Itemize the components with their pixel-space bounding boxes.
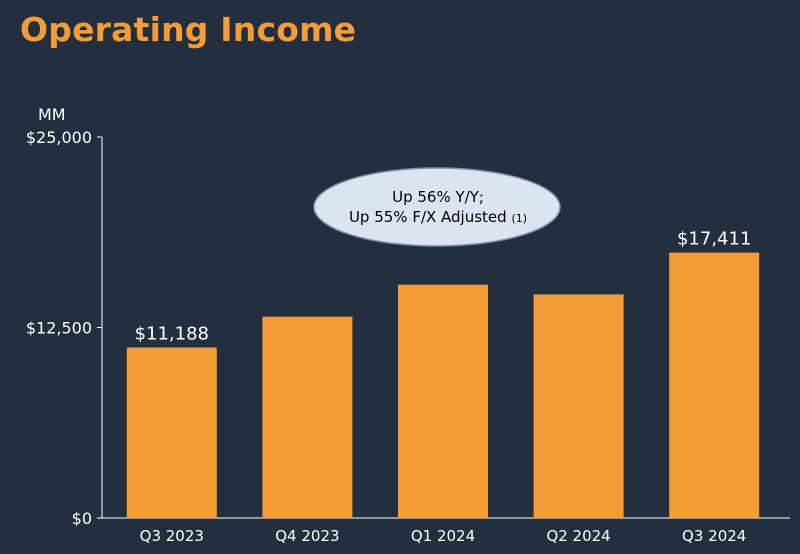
x-tick-label: Q2 2024 <box>546 527 610 545</box>
x-tick-label: Q4 2023 <box>275 527 339 545</box>
x-tick-label: Q3 2023 <box>140 527 204 545</box>
bar <box>398 284 488 518</box>
bar <box>669 252 760 518</box>
data-label: $17,411 <box>677 229 751 250</box>
x-tick-label: Q3 2024 <box>682 527 746 545</box>
slide-title: Operating Income <box>20 10 357 49</box>
data-label: $11,188 <box>135 323 209 344</box>
y-unit-label: MM <box>38 105 66 124</box>
y-tick-label: $25,000 <box>26 128 92 147</box>
bar <box>533 294 624 518</box>
bar <box>262 316 353 518</box>
y-tick-label: $12,500 <box>26 319 92 338</box>
chart-labels: Q3 2023 $11,188 Q4 2023 Q1 2024 Q2 2024 Q3 20… <box>135 229 752 545</box>
callout-line-2: Up 55% F/X Adjusted (1) <box>349 208 527 226</box>
callout-ellipse <box>313 167 561 247</box>
bar <box>126 347 217 518</box>
y-tick-label: $0 <box>72 509 92 528</box>
chart-bars <box>126 252 760 518</box>
callout-line-1: Up 56% Y/Y; <box>392 188 484 206</box>
callout-footnote: (1) <box>511 212 527 225</box>
x-tick-label: Q1 2024 <box>411 527 475 545</box>
callout: Up 56% Y/Y; Up 55% F/X Adjusted (1) <box>313 167 561 247</box>
